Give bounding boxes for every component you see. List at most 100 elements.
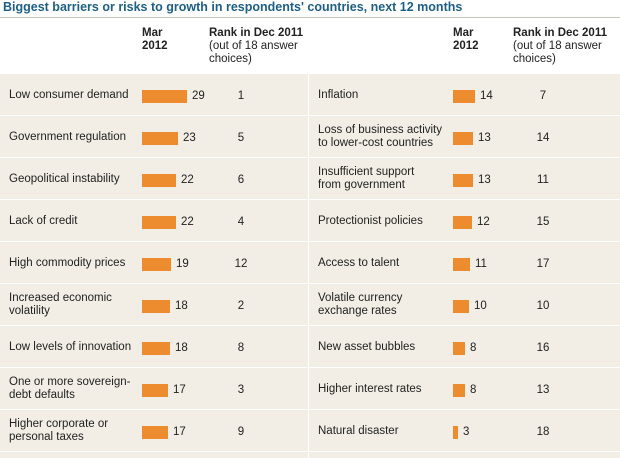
value-label: 29 — [192, 90, 205, 102]
value-bar — [142, 90, 187, 103]
rank-label: 9 — [237, 426, 245, 438]
table-row: Lack of credit 22 4 Protectionist policies 1… — [0, 200, 620, 242]
value-bar — [142, 132, 178, 145]
row-divider — [0, 199, 620, 200]
rank-label: 13 — [536, 384, 550, 396]
row-label-line: to lower-cost countries — [318, 137, 434, 149]
row-label-line: Low consumer demand — [9, 88, 129, 101]
rank-label: 1 — [237, 90, 245, 102]
rank-label: 2 — [237, 300, 245, 312]
value-label: 13 — [478, 132, 491, 144]
rank-label: 14 — [536, 132, 550, 144]
row-label: Access to talent — [318, 242, 446, 284]
value-bar — [453, 426, 458, 439]
title-rule — [0, 17, 620, 18]
row-label-line: Higher corporate or — [9, 418, 109, 430]
row-label: Loss of business activity to lower-cost c… — [318, 116, 446, 158]
row-label-line: volatility — [9, 305, 50, 317]
left-rank-line1: Rank in Dec 2011 — [209, 27, 303, 39]
value-label: 17 — [173, 384, 186, 396]
value-bar — [142, 300, 170, 313]
value-label: 10 — [474, 300, 487, 312]
value-bar — [453, 216, 472, 229]
row-label: Natural disaster — [318, 410, 446, 452]
table-row: Low consumer demand 29 1 Inflation 14 7 — [0, 74, 620, 116]
left-mar-line1: Mar — [142, 27, 163, 39]
value-bar — [453, 342, 465, 355]
row-label-line: from government — [318, 179, 405, 191]
row-divider — [0, 325, 620, 326]
row-divider — [0, 409, 620, 410]
row-label: Higher corporate or personal taxes — [9, 410, 137, 452]
row-label-line: One or more sovereign- — [9, 376, 131, 388]
row-label: Protectionist policies — [318, 200, 446, 242]
left-rank-header: Rank in Dec 2011 (out of 18 answer choic… — [209, 27, 303, 66]
value-bar — [142, 426, 168, 439]
row-label-line: Geopolitical instability — [9, 172, 120, 185]
row-label-line: New asset bubbles — [318, 340, 416, 353]
left-mar-line2: 2012 — [142, 40, 168, 52]
value-label: 12 — [477, 216, 490, 228]
rank-label: 8 — [237, 342, 245, 354]
column-divider — [308, 74, 309, 458]
row-label-line: Inflation — [318, 88, 359, 101]
rank-label: 12 — [234, 258, 248, 270]
right-rank-line2: (out of 18 answer — [513, 40, 602, 52]
row-divider — [0, 115, 620, 116]
value-bar — [142, 174, 176, 187]
table-row: Increased economic volatility 18 2 Volatile … — [0, 284, 620, 326]
row-label: Government regulation — [9, 116, 137, 158]
barrier-table: Low consumer demand 29 1 Inflation 14 7 Govern… — [0, 74, 620, 458]
row-label-line: Higher interest rates — [318, 382, 422, 395]
row-label-line: High commodity prices — [9, 256, 126, 269]
table-row: Low levels of innovation 18 8 New asset bub… — [0, 326, 620, 368]
row-label: Low consumer demand — [9, 74, 137, 116]
table-row: Government regulation 23 5 Loss of business… — [0, 116, 620, 158]
row-label-line: exchange rates — [318, 305, 397, 317]
value-bar — [142, 342, 170, 355]
value-bar — [453, 384, 465, 397]
table-row: One or more sovereign-debt defaults 17 3 Hi… — [0, 368, 620, 410]
rank-label: 3 — [237, 384, 245, 396]
value-label: 18 — [175, 300, 188, 312]
rank-label: 10 — [536, 300, 550, 312]
right-mar-header: Mar 2012 — [453, 27, 479, 53]
value-bar — [453, 90, 475, 103]
row-label-line: Low levels of innovation — [9, 340, 132, 353]
row-label-line: debt defaults — [9, 389, 75, 401]
row-label-line: Natural disaster — [318, 424, 399, 437]
table-row: Higher corporate or personal taxes 17 9 Natu… — [0, 410, 620, 452]
row-label-line: Protectionist policies — [318, 214, 423, 227]
value-label: 19 — [176, 258, 189, 270]
row-divider — [0, 367, 620, 368]
value-label: 14 — [480, 90, 493, 102]
right-mar-line1: Mar — [453, 27, 474, 39]
row-label: Inflation — [318, 74, 446, 116]
row-label: High commodity prices — [9, 242, 137, 284]
left-mar-header: Mar 2012 — [142, 27, 168, 53]
row-label: Higher interest rates — [318, 368, 446, 410]
value-bar — [142, 258, 171, 271]
row-label-line: Government regulation — [9, 130, 126, 143]
right-rank-line1: Rank in Dec 2011 — [513, 27, 607, 39]
value-label: 11 — [475, 258, 487, 270]
row-divider — [0, 451, 620, 452]
value-bar — [142, 216, 176, 229]
value-bar — [453, 132, 473, 145]
rank-label: 6 — [237, 174, 245, 186]
row-label-line: Lack of credit — [9, 214, 78, 227]
rank-label: 11 — [537, 174, 549, 186]
right-rank-header: Rank in Dec 2011 (out of 18 answer choic… — [513, 27, 607, 66]
row-divider — [0, 241, 620, 242]
value-bar — [453, 258, 470, 271]
chart-title: Biggest barriers or risks to growth in r… — [3, 0, 463, 14]
right-rank-line3: choices) — [513, 53, 556, 65]
left-rank-line2: (out of 18 answer — [209, 40, 298, 52]
rank-label: 16 — [536, 342, 550, 354]
row-label: New asset bubbles — [318, 326, 446, 368]
value-label: 17 — [173, 426, 186, 438]
row-divider — [0, 157, 620, 158]
row-label: Insufficient support from government — [318, 158, 446, 200]
row-label-line: personal taxes — [9, 431, 84, 443]
column-header: Mar 2012 Rank in Dec 2011 (out of 18 ans… — [0, 18, 620, 74]
